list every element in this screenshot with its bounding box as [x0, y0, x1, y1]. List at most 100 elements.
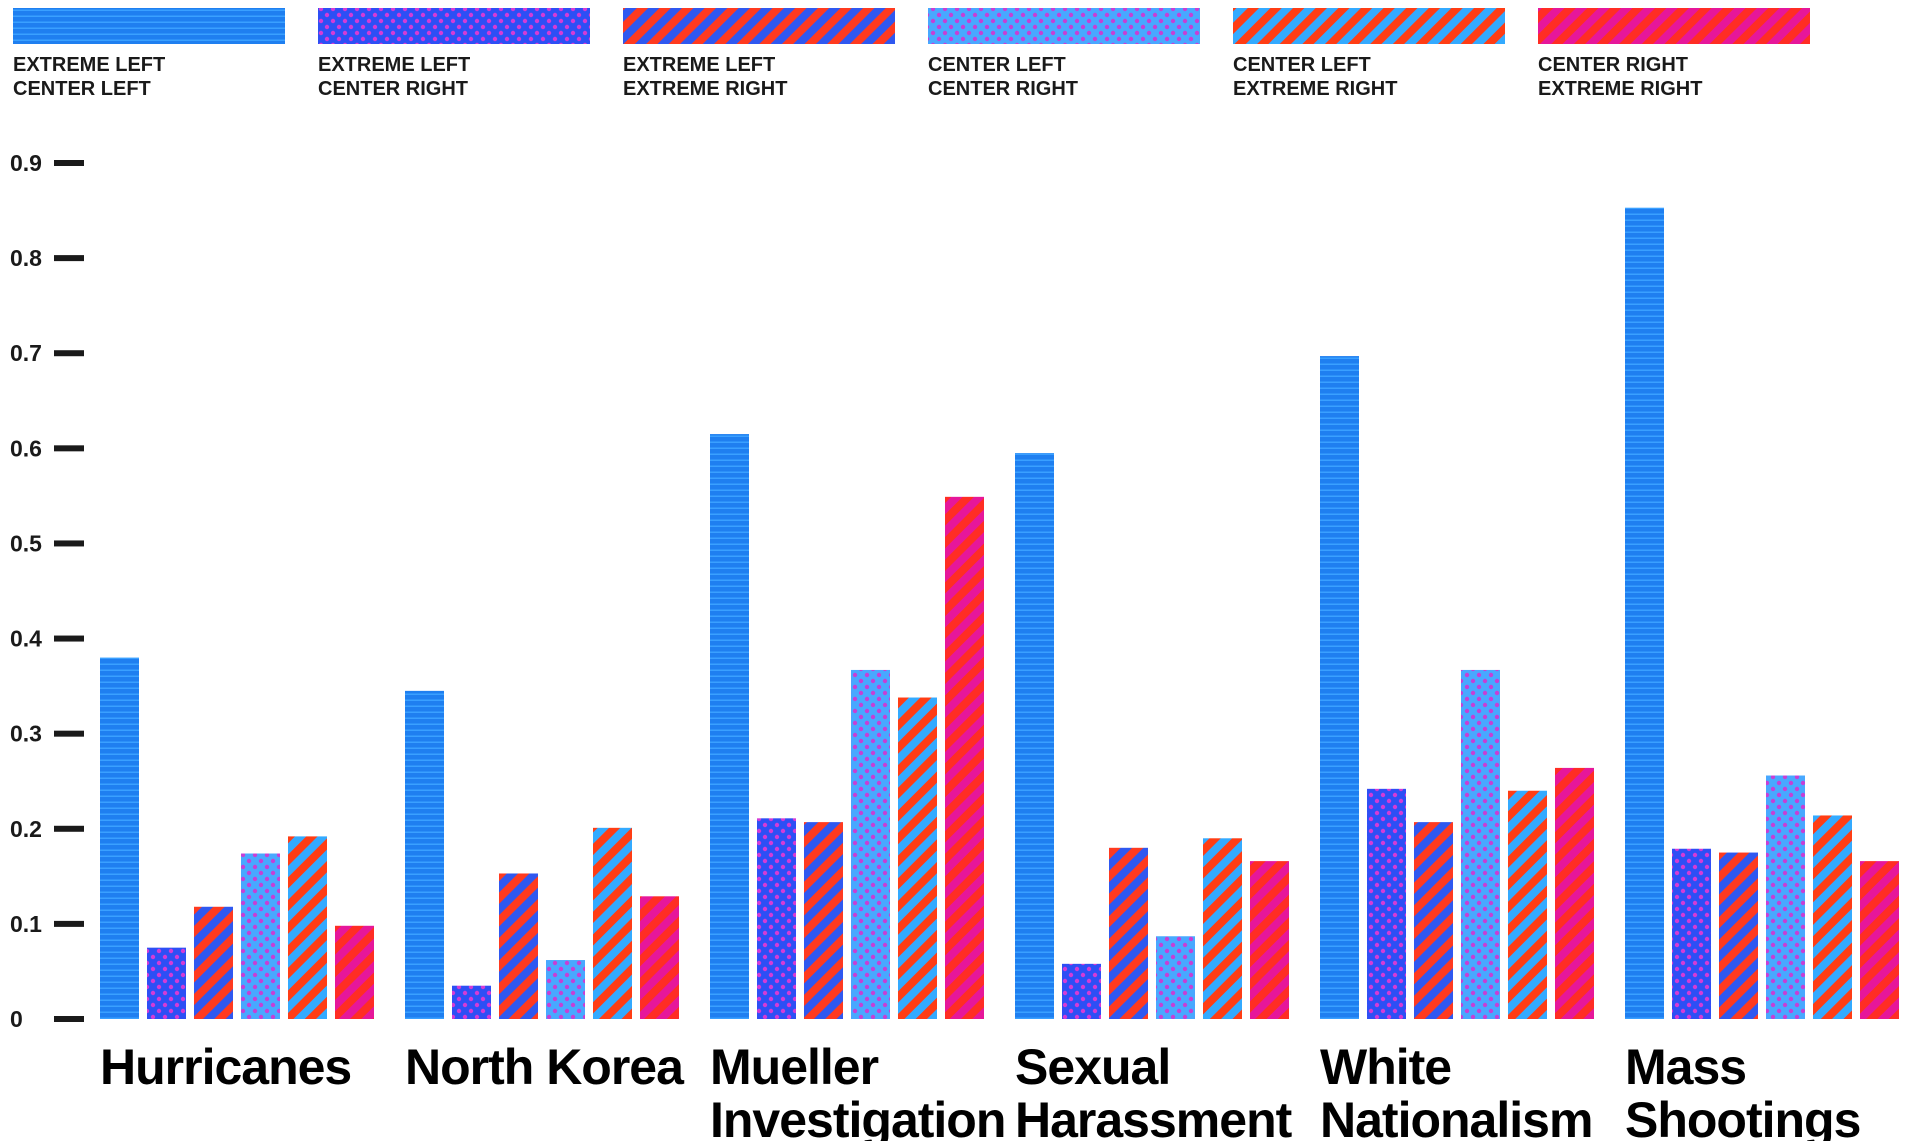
bar-group	[405, 690, 679, 1019]
bar	[1766, 775, 1805, 1019]
y-tick-label: 0.9	[10, 150, 42, 176]
legend-label: EXTREME RIGHT	[1538, 78, 1702, 100]
bar	[1367, 788, 1406, 1019]
category-labels: Hurricanes North Korea MuellerInvestigatio…	[100, 1039, 1861, 1146]
bar	[1813, 815, 1852, 1019]
category-label: Shootings	[1625, 1092, 1860, 1141]
y-tick-mark	[54, 825, 84, 832]
bar	[335, 925, 374, 1019]
bar	[452, 985, 491, 1019]
bar	[499, 873, 538, 1019]
y-tick-label: 0.3	[10, 721, 42, 747]
bar	[1672, 848, 1711, 1019]
category-label: North Korea	[405, 1039, 685, 1095]
y-tick-mark	[54, 350, 84, 357]
y-tick-mark	[54, 730, 84, 737]
bar	[1109, 847, 1148, 1019]
y-tick-label: 0	[10, 1006, 23, 1032]
bar	[593, 827, 632, 1019]
y-tick-mark	[54, 635, 84, 642]
bar	[851, 669, 890, 1019]
bar	[1860, 861, 1899, 1019]
bar	[147, 947, 186, 1019]
category-label: Mass	[1625, 1039, 1746, 1095]
legend-swatch	[1538, 8, 1810, 44]
y-tick-mark	[54, 445, 84, 452]
bar-group	[710, 434, 984, 1020]
bar	[1555, 767, 1594, 1019]
bar	[710, 434, 749, 1020]
bar	[1461, 669, 1500, 1019]
legend-label: EXTREME LEFT	[623, 54, 775, 76]
bar	[405, 690, 444, 1019]
bar	[1062, 963, 1101, 1019]
legend-swatch	[928, 8, 1200, 44]
y-tick-mark	[54, 255, 84, 262]
legend-label: CENTER RIGHT	[928, 78, 1078, 100]
legend-label: CENTER RIGHT	[318, 78, 468, 100]
y-tick-label: 0.6	[10, 435, 42, 461]
y-tick-mark	[54, 160, 84, 166]
y-tick-label: 0.5	[10, 530, 42, 556]
bar	[1414, 822, 1453, 1019]
bar	[241, 853, 280, 1019]
bar	[804, 822, 843, 1019]
y-tick-mark	[54, 1016, 84, 1022]
bar-group	[1320, 356, 1594, 1019]
bar	[945, 496, 984, 1020]
bar	[1203, 838, 1242, 1019]
bar	[1015, 453, 1054, 1020]
bar	[1250, 861, 1289, 1019]
bars	[100, 207, 1899, 1020]
legend-label: EXTREME LEFT	[318, 54, 470, 76]
bar	[757, 818, 796, 1019]
bar	[100, 657, 139, 1019]
y-tick-mark	[54, 920, 84, 927]
category-label: Mueller	[710, 1039, 879, 1095]
bar-group	[100, 657, 374, 1019]
legend-label: EXTREME RIGHT	[1233, 78, 1397, 100]
category-label: Hurricanes	[100, 1039, 351, 1095]
category-label: Nationalism	[1320, 1092, 1592, 1141]
bar	[288, 836, 327, 1019]
category-label: White	[1320, 1039, 1451, 1095]
legend-label: EXTREME RIGHT	[623, 78, 787, 100]
bar	[898, 697, 937, 1019]
y-tick-label: 0.1	[10, 911, 42, 937]
bar-group	[1015, 453, 1289, 1020]
bar	[640, 896, 679, 1019]
category-label: Investigation	[710, 1092, 1005, 1141]
bar	[194, 906, 233, 1019]
legend-label: EXTREME LEFT	[13, 54, 165, 76]
category-label: Sexual	[1015, 1039, 1170, 1095]
y-tick-label: 0.7	[10, 340, 42, 366]
y-tick-mark	[54, 540, 84, 547]
y-tick-label: 0.4	[10, 626, 42, 652]
legend-swatch	[1233, 8, 1505, 44]
bar	[1320, 356, 1359, 1019]
legend-label: CENTER LEFT	[1233, 54, 1371, 76]
y-tick-label: 0.8	[10, 245, 42, 271]
y-axis: 0 0.1 0.2 0.3 0.4 0.5 0.6 0.7 0.8 0.9	[10, 150, 84, 1032]
category-label: Harassment	[1015, 1092, 1293, 1141]
bar	[1508, 790, 1547, 1019]
legend-swatch	[13, 8, 285, 44]
legend-swatch	[318, 8, 590, 44]
bar	[546, 960, 585, 1019]
legend-label: CENTER LEFT	[928, 54, 1066, 76]
legend-label: CENTER RIGHT	[1538, 54, 1688, 76]
legend-swatch	[623, 8, 895, 44]
bar	[1156, 936, 1195, 1019]
y-tick-label: 0.2	[10, 816, 42, 842]
bar	[1719, 852, 1758, 1019]
bar-group	[1625, 207, 1899, 1020]
